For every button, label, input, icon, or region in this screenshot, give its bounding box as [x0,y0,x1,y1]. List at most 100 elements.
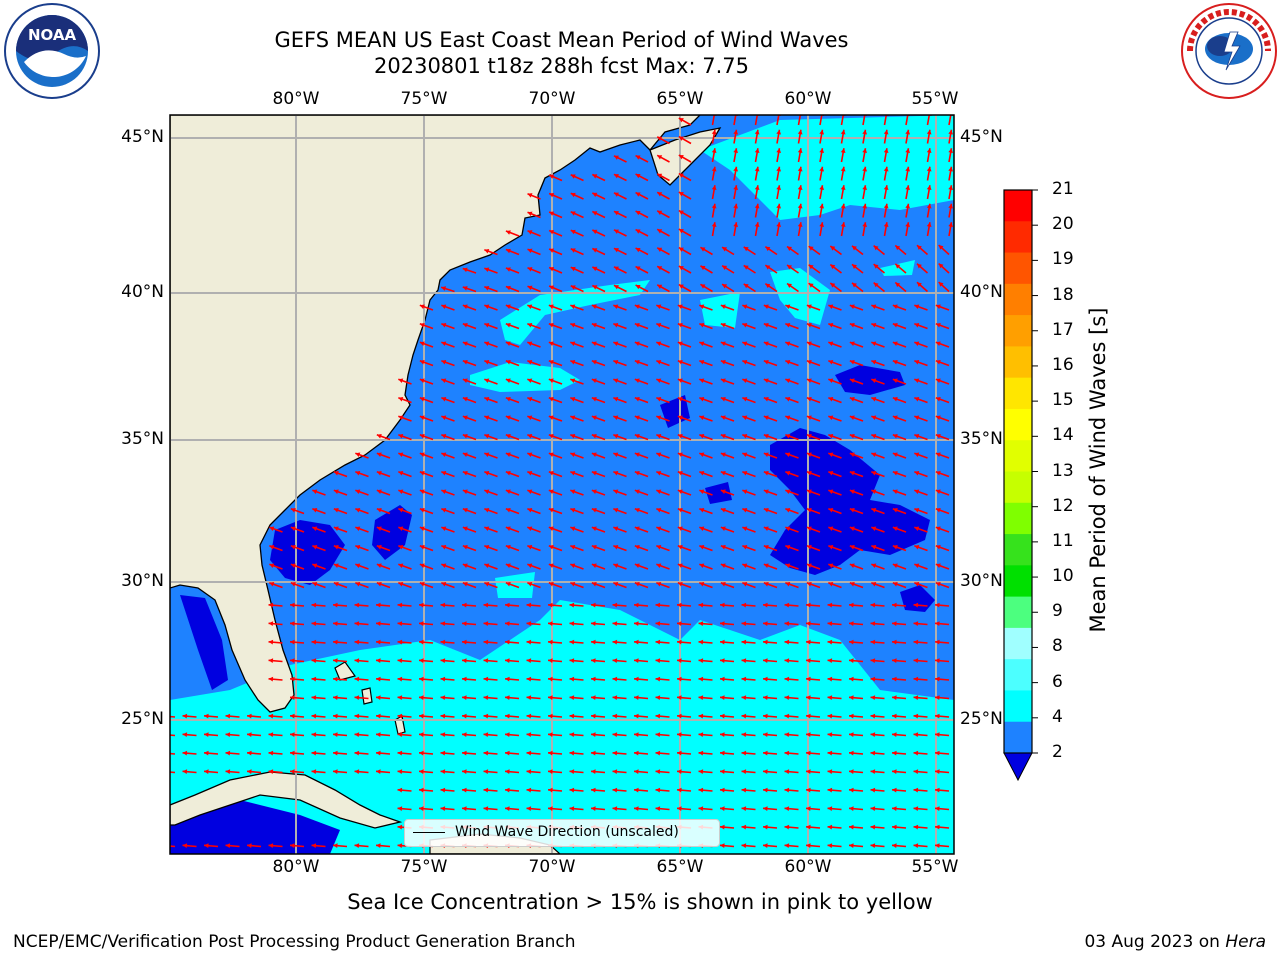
wind-wave-arrowhead [720,824,725,830]
wind-wave-arrowhead [892,843,897,849]
wind-wave-arrowhead [376,507,382,513]
wind-wave-arrowhead [656,544,662,550]
wind-wave-arrowhead [333,695,338,701]
wind-wave-arrowhead [892,378,898,383]
wind-wave-arrowhead [570,378,576,383]
wind-wave-arrowhead [862,166,868,172]
wind-wave-arrowhead [462,286,468,291]
wind-wave-arrowhead [441,489,447,494]
wind-wave-arrowhead [355,526,361,531]
wind-wave-arrowhead [699,415,705,420]
colorbar-tick-label: 15 [1052,390,1074,411]
lat-label-right-45n: 45°N [960,127,1003,147]
wind-wave-arrowhead [873,282,879,288]
wind-wave-arrowhead [548,621,553,627]
wind-wave-arrowhead [849,452,855,457]
wind-wave-arrowhead [938,245,944,250]
wind-wave-arrowhead [634,713,639,719]
colorbar-band [1004,596,1032,629]
wind-wave-arrowhead [733,129,739,135]
wind-wave-arrowhead [698,621,704,627]
wind-wave-arrowhead [720,581,726,587]
lat-label-left-30n: 30°N [121,571,164,591]
period-region-below-2-c [770,428,930,575]
wind-wave-arrowhead [591,695,596,701]
wind-wave-arrowhead [656,489,662,494]
wind-wave-arrowhead [591,750,596,756]
wind-wave-arrowhead [892,732,897,738]
wind-wave-arrowhead [657,284,663,290]
wind-wave-arrowhead [397,602,403,608]
wind-wave-arrowhead [440,658,446,664]
wind-wave-arrowhead [840,222,846,227]
chart-subtitle: 20230801 t18z 288h fcst Max: 7.75 [374,54,749,78]
wind-wave-arrowhead [247,713,252,719]
wind-wave-arrowhead [613,211,619,216]
wind-wave-arrowhead [440,750,446,756]
period-region-below-2-h [180,595,228,690]
wind-wave-arrowhead [376,563,382,568]
wind-wave-arrowhead [505,732,510,738]
wind-wave-arrowhead [935,732,940,738]
wind-wave-arrowhead [612,713,618,719]
lon-label-bottom-60w: 60°W [784,857,832,877]
wind-wave-arrowhead [613,526,619,531]
wind-wave-arrowhead [483,787,489,793]
wind-wave-arrowhead [827,750,833,756]
footer-date-text: 03 Aug 2023 on [1084,932,1226,952]
wind-wave-arrow [170,734,176,737]
wind-wave-arrowhead [806,433,812,439]
wind-wave-arrowhead [806,322,812,328]
wind-wave-arrow [733,115,737,126]
wind-wave-arrowhead [935,676,940,682]
wind-wave-arrowhead [548,750,553,756]
wind-wave-arrowhead [849,824,854,830]
wind-wave-arrowhead [722,247,728,252]
wind-wave-arrow [948,115,952,126]
wind-wave-arrowhead [914,581,920,587]
wind-wave-arrowhead [591,581,597,587]
wind-wave-arrowhead [161,732,166,737]
wind-wave-arrowhead [591,322,597,328]
wind-wave-arrowhead [570,304,576,309]
wind-wave-arrowhead [720,489,726,494]
wind-wave-arrowhead [312,581,318,587]
wind-wave-arrowhead [819,203,825,209]
wind-wave-arrowhead [926,129,932,135]
wind-wave-arrowhead [484,285,490,291]
wind-wave-arrowhead [763,563,769,568]
wind-wave-arrowhead [913,695,919,701]
wind-wave-arrowhead [785,396,791,402]
colorbar-band [1004,377,1032,410]
wind-wave-arrowhead [591,676,596,682]
wind-wave-arrowhead [505,544,511,550]
wind-wave-arrowhead [677,732,682,738]
wind-wave-arrowhead [441,286,447,291]
wind-wave-arrowhead [785,433,791,439]
wind-wave-arrowhead [828,304,834,309]
wind-wave-arrowhead [419,621,424,627]
wind-wave-arrowhead [398,396,404,402]
wind-wave-arrowhead [892,769,897,775]
wind-wave-arrowhead [827,695,833,701]
wind-wave-arrowhead [797,222,803,227]
wind-wave-arrowhead [677,544,683,550]
wind-wave-arrowhead [741,732,747,738]
wind-wave-arrowhead [484,248,490,254]
wind-wave-arrowhead [484,470,490,476]
wind-wave-arrowhead [397,676,403,682]
wind-wave-arrowhead [806,639,811,645]
wind-wave-arrowhead [505,750,510,756]
wind-wave-arrowhead [806,824,811,830]
wind-wave-arrowhead [655,787,661,793]
wind-wave-arrowhead [699,452,705,457]
wind-wave-arrowhead [634,695,639,701]
wind-wave-arrowhead [870,750,876,756]
wind-wave-arrowhead [892,787,897,793]
wind-wave-arrowhead [419,378,425,383]
wind-wave-arrowhead [549,230,555,235]
wind-wave-arrowhead [591,806,596,812]
wind-wave-arrowhead [871,415,877,420]
wind-wave-arrowhead [892,713,897,719]
wind-wave-arrowhead [806,806,811,812]
